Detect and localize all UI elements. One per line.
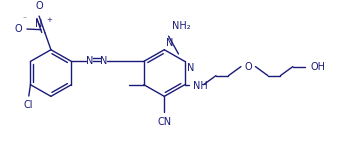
Text: N: N [86,56,93,66]
Text: ⁻: ⁻ [22,14,26,23]
Text: N: N [187,63,195,73]
Text: NH: NH [193,81,208,91]
Text: NH₂: NH₂ [172,21,190,31]
Text: O: O [244,62,252,72]
Text: O: O [35,1,43,11]
Text: N: N [100,56,107,66]
Text: O: O [14,24,22,34]
Text: OH: OH [310,62,325,72]
Text: N: N [166,38,173,48]
Text: CN: CN [157,117,171,127]
Text: N: N [35,19,42,29]
Text: Cl: Cl [23,100,33,110]
Text: +: + [46,17,52,23]
